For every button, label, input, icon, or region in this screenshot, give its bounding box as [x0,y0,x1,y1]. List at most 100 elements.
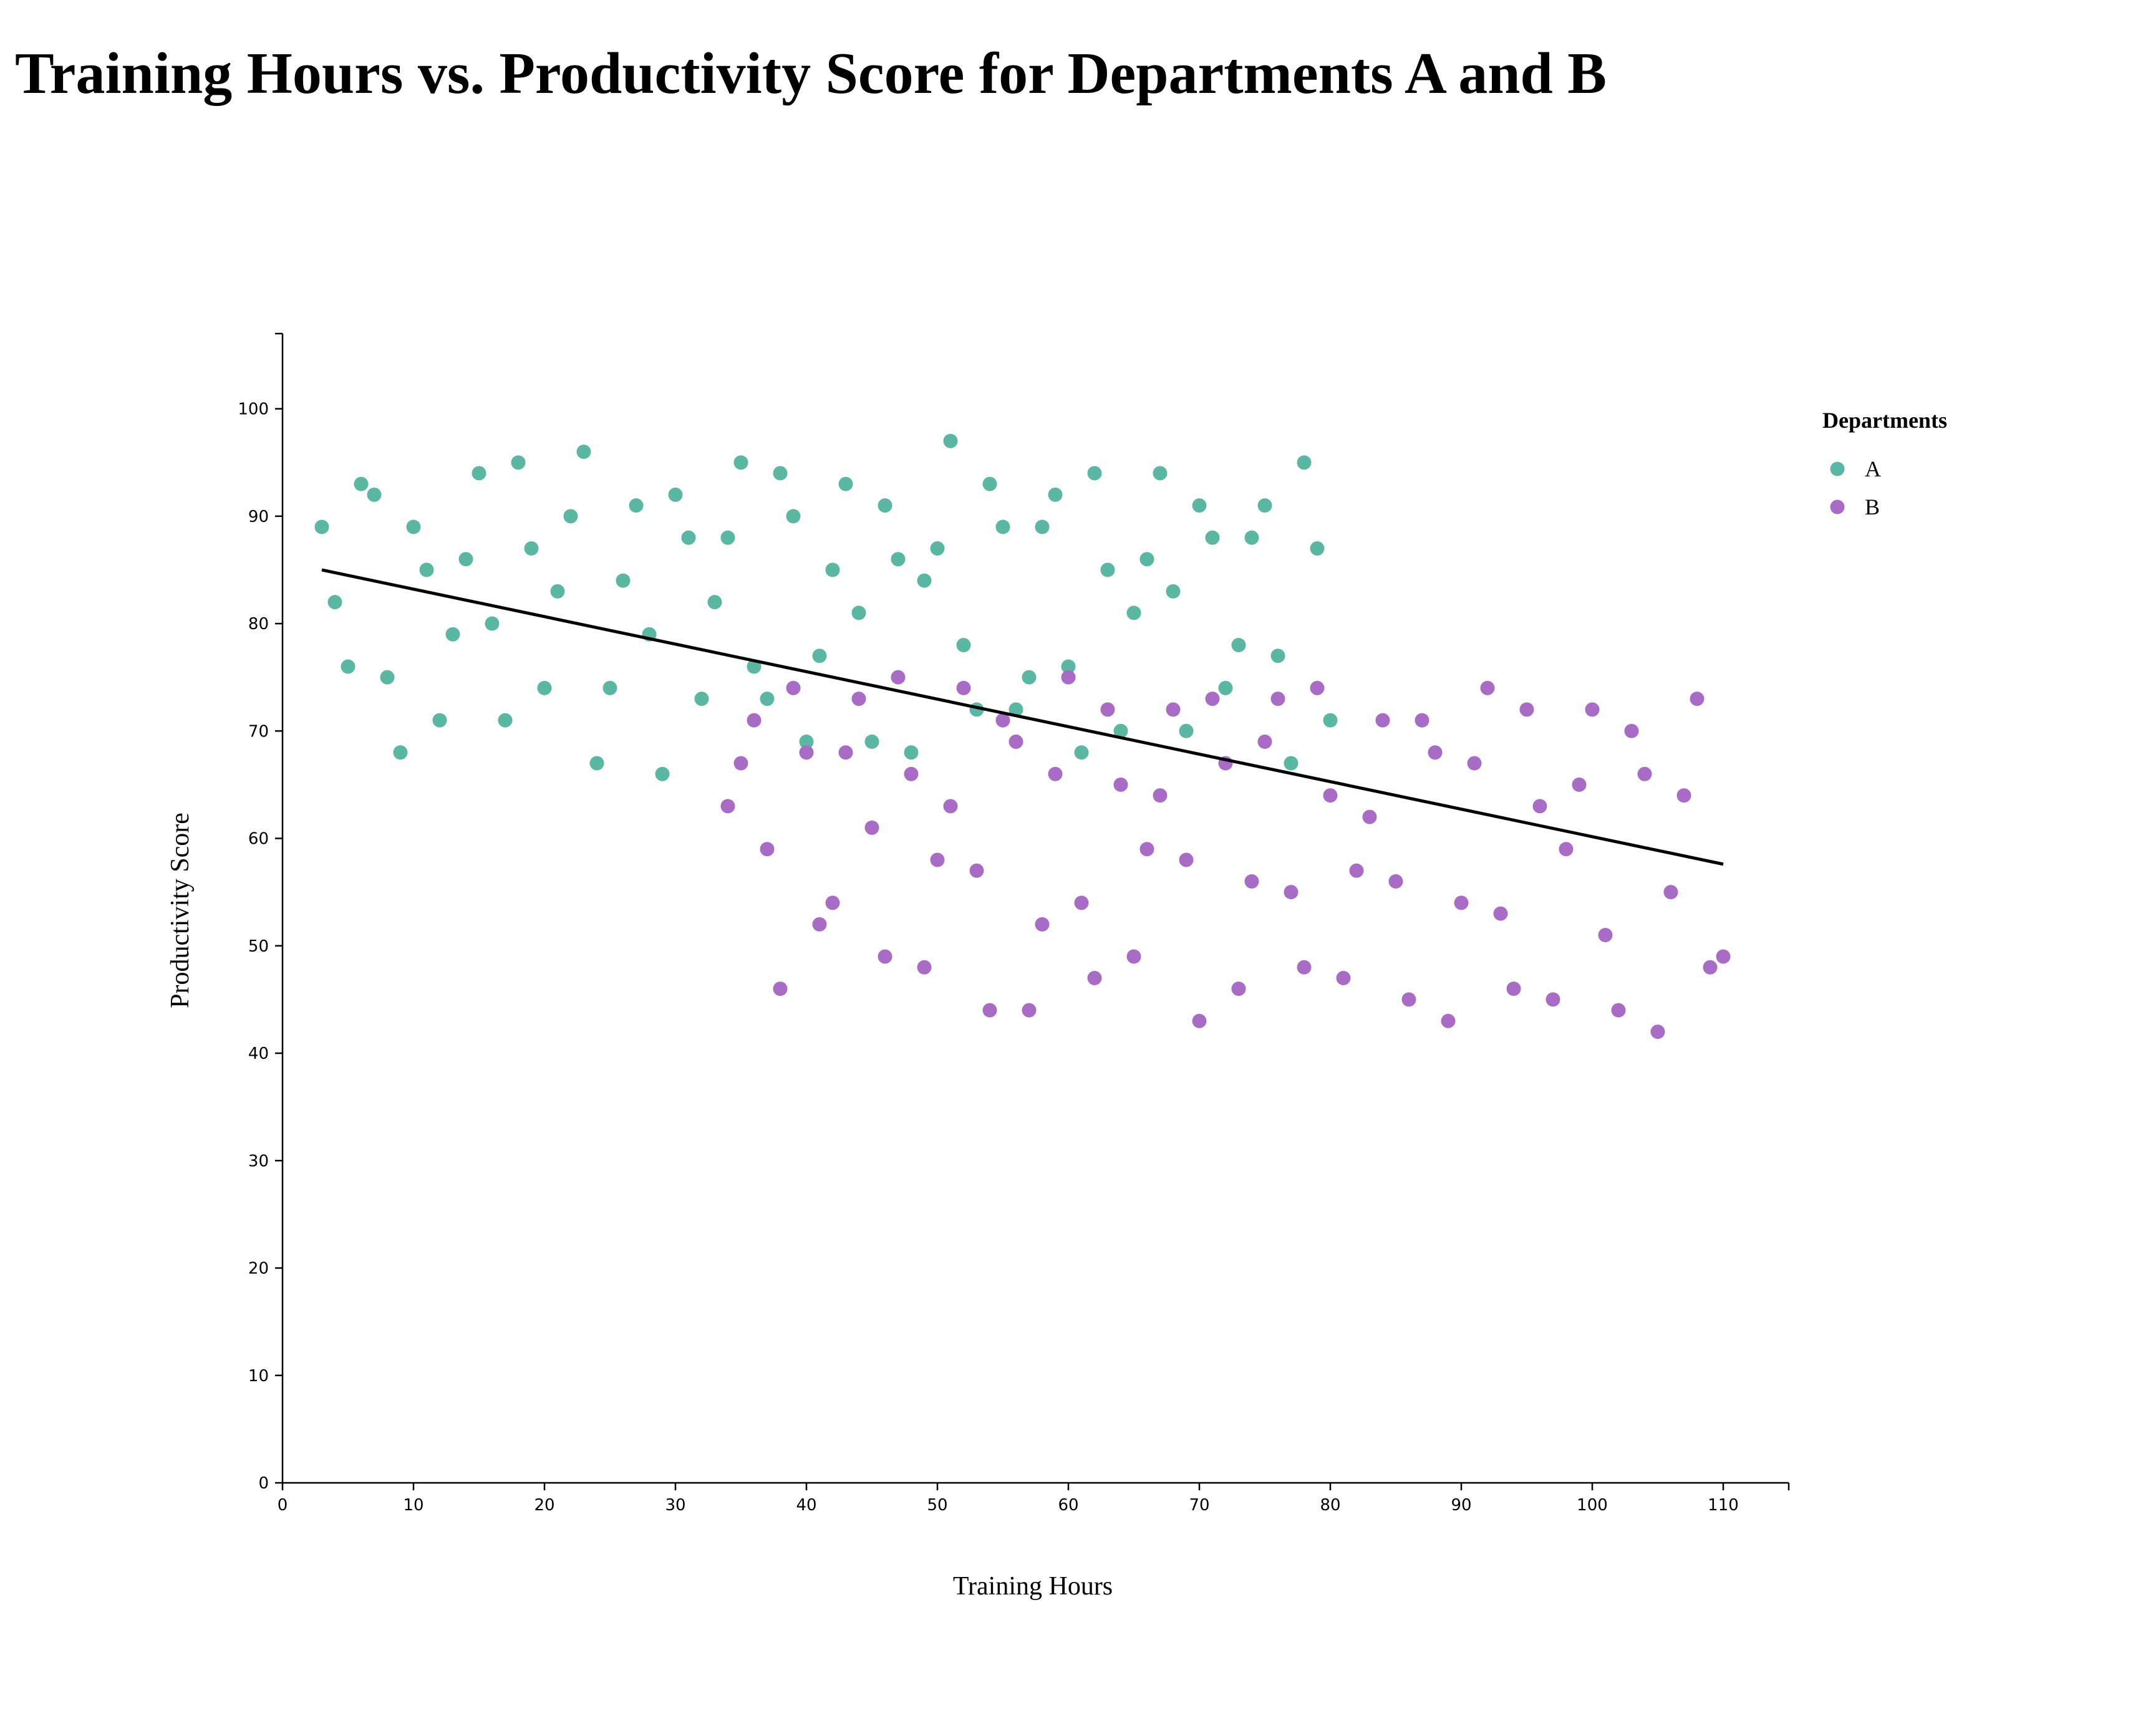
data-point [1192,1013,1207,1028]
data-point [1598,928,1613,943]
data-point [1153,788,1168,803]
data-point [327,595,342,610]
data-point [891,552,906,567]
data-point [1467,756,1482,771]
data-point [878,949,892,964]
data-point [982,1003,997,1018]
data-point [1008,702,1023,717]
data-point [995,713,1010,728]
data-point [707,595,722,610]
data-point [1310,541,1325,556]
data-point [1218,680,1233,695]
data-point [1205,692,1220,706]
legend: Departments AB [1822,408,1947,519]
data-point [1506,981,1521,996]
data-point [1179,852,1194,867]
data-point [773,981,788,996]
data-point [1690,692,1705,706]
data-point [1061,659,1076,674]
data-point [904,745,919,760]
data-point [694,692,709,706]
data-point [812,649,827,663]
data-point [1270,649,1285,663]
data-point [537,680,552,695]
legend-marker-a [1830,461,1845,476]
x-tick-label: 110 [1708,1496,1739,1515]
data-point [1519,702,1534,717]
y-tick-label: 60 [248,830,269,849]
data-point [1545,992,1560,1007]
data-point [629,498,644,513]
data-point [1205,530,1220,545]
data-point [367,487,382,502]
data-point [354,476,369,491]
x-tick-label: 10 [403,1496,423,1515]
y-tick-label: 100 [238,400,269,419]
data-point [1166,584,1181,599]
data-point [930,541,945,556]
data-point [1703,960,1718,975]
data-point [799,735,814,750]
data-point [1716,949,1731,964]
data-point [511,455,526,470]
series-a [314,433,1338,781]
data-point [1139,842,1154,857]
data-point [314,519,329,534]
data-point [1231,638,1246,653]
data-point [1166,702,1181,717]
data-point [341,659,356,674]
legend-label-a: A [1865,456,1881,481]
data-point [1572,777,1587,792]
data-point [1074,745,1089,760]
data-point [1428,745,1443,760]
data-point [1257,735,1272,750]
y-axis-title: Productivity Score [166,813,195,1008]
data-point [1061,670,1076,685]
data-point [1048,487,1063,502]
data-point [1375,713,1390,728]
legend-marker-b [1830,499,1845,514]
data-point [1663,885,1678,900]
x-tick-label: 70 [1189,1496,1209,1515]
data-point [1022,670,1037,685]
data-point [799,745,814,760]
data-point [1270,692,1285,706]
data-point [943,433,958,448]
data-point [1153,466,1168,481]
data-point [380,670,395,685]
y-axis: 0 10 20 30 40 50 60 70 80 90 100 [238,332,284,1493]
data-point [1087,466,1102,481]
data-point [773,466,788,481]
chart-title: Training Hours vs. Productivity Score fo… [15,41,1607,106]
data-point [1192,498,1207,513]
data-point [1126,949,1141,964]
data-point [1113,723,1128,738]
y-tick-label: 50 [248,937,269,956]
data-point [1349,863,1364,878]
data-point [825,895,840,910]
data-point [1179,723,1194,738]
y-tick-label: 20 [248,1260,269,1278]
data-point [982,476,997,491]
data-point [864,820,879,835]
data-point [1415,713,1429,728]
data-point [851,605,866,620]
data-point [393,745,408,760]
data-point [1480,680,1495,695]
data-point [1323,713,1338,728]
data-point [1139,552,1154,567]
data-points [314,433,1731,1039]
data-point [406,519,421,534]
data-point [1323,788,1338,803]
data-point [838,476,853,491]
data-point [1362,809,1377,824]
data-point [1284,885,1299,900]
data-point [602,680,617,695]
y-tick-label: 40 [248,1044,269,1063]
data-point [825,562,840,577]
data-point [1113,777,1128,792]
data-point [472,466,486,481]
data-point [432,713,447,728]
data-point [1401,992,1416,1007]
